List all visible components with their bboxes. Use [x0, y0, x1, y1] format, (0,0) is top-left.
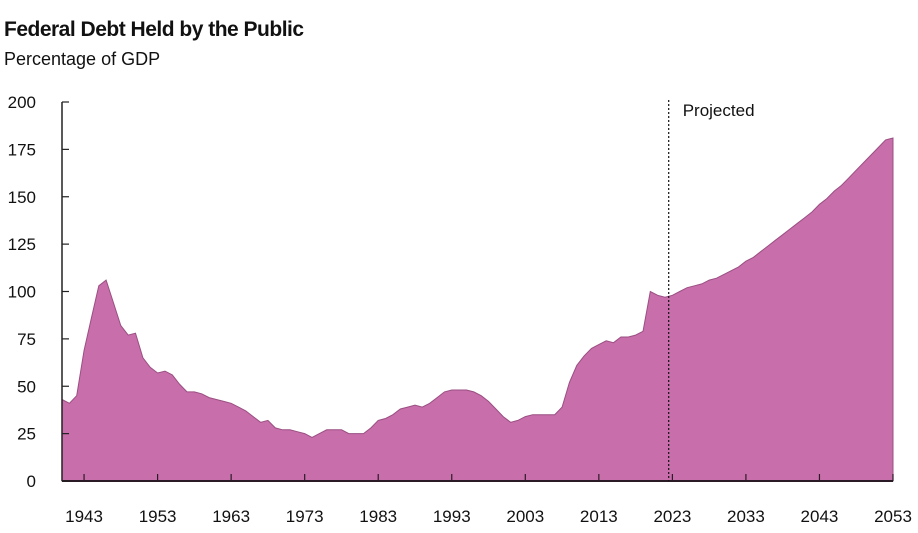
y-tick-label: 125 — [8, 235, 36, 254]
x-tick-label: 2003 — [506, 507, 544, 526]
y-tick-label: 175 — [8, 140, 36, 159]
chart-title: Federal Debt Held by the Public — [4, 18, 304, 41]
y-tick-label: 100 — [8, 283, 36, 302]
y-tick-label: 0 — [27, 472, 36, 491]
y-tick-label: 75 — [17, 330, 36, 349]
y-tick-label: 150 — [8, 188, 36, 207]
x-tick-label: 1963 — [212, 507, 250, 526]
debt-area — [61, 137, 894, 482]
x-tick-label: 2013 — [580, 507, 618, 526]
x-tick-label: 1983 — [359, 507, 397, 526]
x-tick-label: 2043 — [801, 507, 839, 526]
x-tick-label: 2033 — [727, 507, 765, 526]
y-tick-label: 50 — [17, 377, 36, 396]
projected-label: Projected — [683, 101, 755, 120]
x-tick-label: 1973 — [286, 507, 324, 526]
y-tick-label: 200 — [8, 93, 36, 112]
x-tick-label: 1953 — [139, 507, 177, 526]
x-tick-label: 2023 — [653, 507, 691, 526]
x-tick-label: 1993 — [433, 507, 471, 526]
x-tick-label: 2053 — [874, 507, 912, 526]
x-tick-label: 1943 — [65, 507, 103, 526]
chart-subtitle: Percentage of GDP — [4, 49, 161, 69]
y-tick-label: 25 — [17, 425, 36, 444]
